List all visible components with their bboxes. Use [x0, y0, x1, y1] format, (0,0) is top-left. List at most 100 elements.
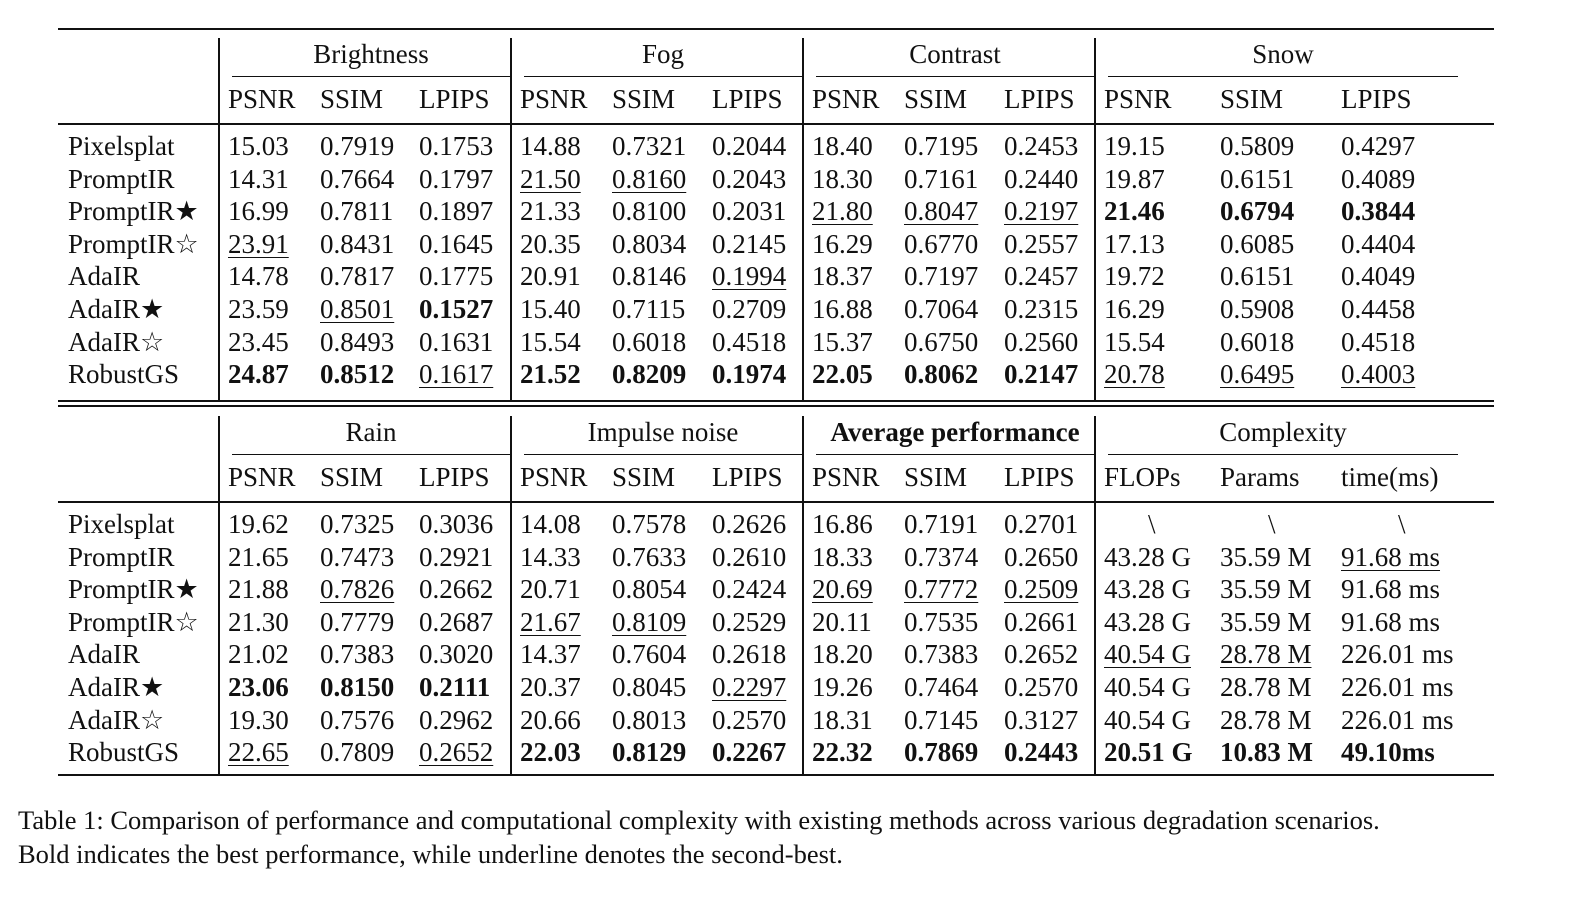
- method-name: AdaIR: [68, 639, 140, 670]
- table-cell: 22.65: [228, 737, 289, 768]
- column-separator: [802, 416, 804, 774]
- table-cell: 0.2687: [419, 606, 494, 637]
- caption-line-1: Table 1: Comparison of performance and c…: [18, 805, 1380, 835]
- table-cell: 0.1775: [419, 261, 494, 292]
- bottom-rule: [58, 774, 1494, 776]
- table-row: AdaIR★ 23.06 0.8150 0.2111 20.37 0.8045 0.2297…: [58, 671, 1494, 704]
- table-cell: 22.03: [520, 737, 581, 768]
- table-cell: 0.8054: [612, 574, 687, 605]
- table-row: PromptIR★ 16.99 0.7811 0.1897 21.33 0.8100 0.2…: [58, 195, 1494, 228]
- table-cell: 0.2701: [1004, 509, 1079, 539]
- table-cell: 0.1974: [712, 359, 787, 390]
- table-cell: 14.88: [520, 131, 581, 161]
- column-separator: [802, 38, 804, 400]
- table-cell: 0.7664: [320, 163, 395, 194]
- method-name: PromptIR: [68, 163, 175, 194]
- table-cell: 43.28 G: [1104, 541, 1191, 572]
- table-row: AdaIR☆ 19.30 0.7576 0.2962 20.66 0.8013 0.2570…: [58, 704, 1494, 737]
- table-cell: 21.50: [520, 163, 581, 194]
- column-separator: [218, 38, 220, 400]
- table-cell: 0.7826: [320, 574, 395, 605]
- table-cell: 18.30: [812, 163, 873, 194]
- subheader-ssim: SSIM: [320, 84, 384, 114]
- table-cell: 0.4089: [1341, 163, 1416, 194]
- table-cell: 20.69: [812, 574, 873, 605]
- table-row: PromptIR★ 21.88 0.7826 0.2662 20.71 0.8054 0.2…: [58, 573, 1494, 606]
- table-cell: 0.2424: [712, 574, 787, 605]
- table-cell: 0.2962: [419, 704, 494, 735]
- table-cell: 0.2315: [1004, 294, 1079, 324]
- table-cell: 0.1753: [419, 131, 494, 161]
- table-row: AdaIR 21.02 0.7383 0.3020 14.37 0.7604 0.2618 1…: [58, 638, 1494, 671]
- subheader-psnr: PSNR: [812, 462, 880, 492]
- subheader-lpips: LPIPS: [1341, 84, 1412, 114]
- table-cell: 21.30: [228, 606, 289, 637]
- table-cell: 35.59 M: [1220, 574, 1312, 605]
- table-cell: 23.59: [228, 294, 289, 324]
- table-cell: 28.78 M: [1220, 639, 1312, 670]
- table-cell: 20.35: [520, 228, 581, 259]
- table-cell: 0.7064: [904, 294, 979, 324]
- method-name: Pixelsplat: [68, 131, 175, 161]
- table-cell: 0.2440: [1004, 163, 1079, 194]
- table-cell: 0.2618: [712, 639, 787, 670]
- table-cell: 23.45: [228, 326, 289, 357]
- group-underline: [1108, 454, 1458, 455]
- block-divider-rule-2: [58, 405, 1494, 407]
- bottom-block: Rain Impulse noise Average performance Comp…: [58, 408, 1494, 776]
- table-row: PromptIR☆ 21.30 0.7779 0.2687 21.67 0.8109 0.2…: [58, 606, 1494, 639]
- table-cell: 18.40: [812, 131, 873, 161]
- subheader-lpips: LPIPS: [1004, 84, 1075, 114]
- table-cell: 20.51 G: [1104, 737, 1193, 768]
- table-cell: 0.2031: [712, 196, 787, 227]
- table-cell: 15.03: [228, 131, 289, 161]
- table-cell: 0.2652: [419, 737, 494, 768]
- table-cell: 0.2570: [1004, 672, 1079, 702]
- table-cell: 0.2147: [1004, 359, 1079, 390]
- group-header-contrast: Contrast: [909, 39, 1001, 69]
- table-cell: 15.54: [1104, 326, 1165, 357]
- table-cell: 0.7197: [904, 261, 979, 292]
- group-header-snow: Snow: [1252, 39, 1314, 69]
- table-cell: 0.4518: [712, 326, 787, 357]
- table-cell: 0.7576: [320, 704, 395, 735]
- table-cell: 0.6018: [612, 326, 687, 357]
- table-caption: Table 1: Comparison of performance and c…: [18, 803, 1558, 871]
- table-cell: 18.31: [812, 704, 873, 735]
- table-cell: 0.4458: [1341, 294, 1416, 324]
- header-rule: [58, 123, 1494, 125]
- table-cell: 0.1631: [419, 326, 494, 357]
- block-divider-rule-1: [58, 400, 1494, 402]
- table-cell: 226.01 ms: [1341, 672, 1454, 702]
- table-cell: 226.01 ms: [1341, 639, 1454, 670]
- group-underline: [524, 76, 802, 77]
- table-cell: 91.68 ms: [1341, 606, 1441, 637]
- group-underline: [524, 454, 802, 455]
- table-cell: 40.54 G: [1104, 704, 1191, 735]
- table-cell: 19.72: [1104, 261, 1165, 292]
- table-cell: 22.32: [812, 737, 873, 768]
- table-cell: 0.4297: [1341, 131, 1416, 161]
- subheader-timems: time(ms): [1341, 462, 1439, 492]
- table-cell: 0.2560: [1004, 326, 1079, 357]
- method-name: AdaIR☆: [68, 704, 165, 735]
- group-underline: [232, 454, 510, 455]
- table-cell: 0.2570: [712, 704, 787, 735]
- table-cell: 0.7779: [320, 606, 395, 637]
- table-cell: 0.6794: [1220, 196, 1295, 227]
- table-cell: 14.33: [520, 541, 581, 572]
- table-cell: 0.8501: [320, 294, 395, 324]
- subheader-params: Params: [1220, 462, 1300, 492]
- caption-line-2: Bold indicates the best performance, whi…: [18, 839, 843, 869]
- table-cell: 22.05: [812, 359, 873, 390]
- table-cell: 0.6085: [1220, 228, 1295, 259]
- method-name: Pixelsplat: [68, 509, 175, 539]
- table-cell: 14.78: [228, 261, 289, 292]
- table-cell: 0.7383: [320, 639, 395, 670]
- method-name: AdaIR★: [68, 672, 165, 702]
- table-cell: 19.87: [1104, 163, 1165, 194]
- table-cell: 15.40: [520, 294, 581, 324]
- table-cell: 19.15: [1104, 131, 1165, 161]
- table-cell: 0.7535: [904, 606, 979, 637]
- table-cell: 35.59 M: [1220, 541, 1312, 572]
